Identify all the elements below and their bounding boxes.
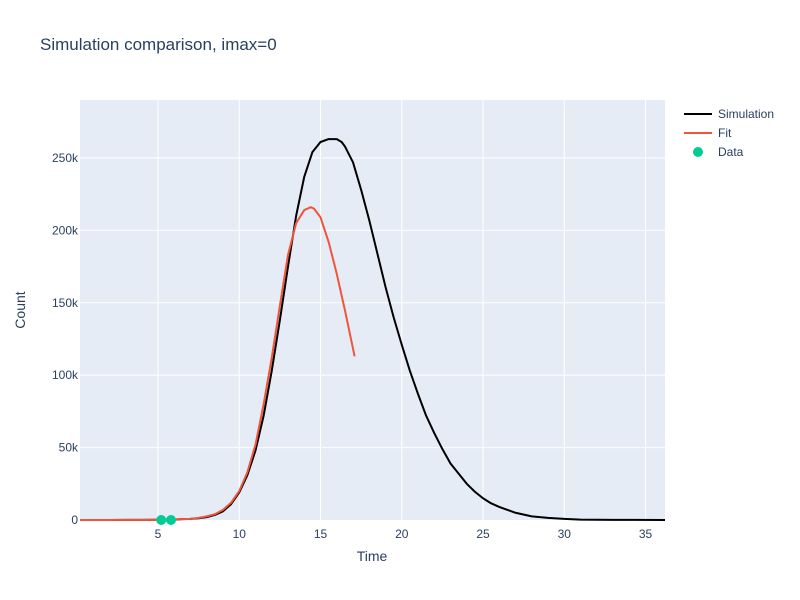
y-tick-label: 200k [52, 223, 79, 237]
y-tick-label: 250k [52, 151, 79, 165]
x-tick-labels: 5 10 15 20 25 30 35 [155, 527, 653, 541]
x-tick-label: 25 [476, 527, 490, 541]
series-layer [80, 138, 666, 525]
legend-swatch-data [693, 147, 703, 157]
fit-line [80, 206, 356, 521]
x-axis-title: Time [357, 548, 388, 564]
y-tick-label: 150k [52, 296, 79, 310]
x-gridlines [157, 100, 646, 520]
x-tick-label: 35 [639, 527, 653, 541]
x-tick-label: 30 [558, 527, 572, 541]
legend-item-simulation[interactable]: Simulation [684, 107, 774, 121]
data-point [166, 515, 176, 525]
legend-label-fit: Fit [718, 126, 732, 140]
x-tick-label: 10 [233, 527, 247, 541]
y-axis-title: Count [12, 291, 28, 328]
y-gridlines [80, 157, 665, 449]
legend[interactable]: Simulation Fit Data [684, 107, 774, 159]
data-point [156, 515, 167, 525]
chart-title: Simulation comparison, imax=0 [40, 35, 277, 54]
y-tick-label: 50k [59, 441, 79, 455]
x-tick-label: 5 [155, 527, 162, 541]
legend-item-data[interactable]: Data [693, 145, 744, 159]
y-tick-labels: 0 50k 100k 150k 200k 250k [52, 151, 79, 527]
y-tick-label: 100k [52, 368, 79, 382]
x-tick-label: 20 [395, 527, 409, 541]
x-tick-label: 15 [314, 527, 328, 541]
legend-label-simulation: Simulation [718, 107, 774, 121]
legend-item-fit[interactable]: Fit [684, 126, 732, 140]
legend-label-data: Data [718, 145, 744, 159]
y-tick-label: 0 [71, 513, 78, 527]
plot-background [80, 100, 665, 520]
